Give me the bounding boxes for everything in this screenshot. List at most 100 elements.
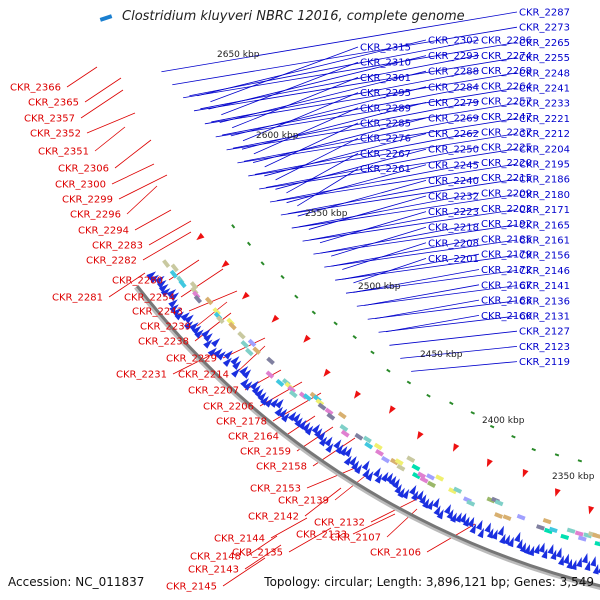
forward-gene-label[interactable]: CKR_2245 xyxy=(428,160,479,171)
forward-gene-label[interactable]: CKR_2163 xyxy=(481,296,532,307)
reverse-gene-label[interactable]: CKR_2283 xyxy=(92,241,143,252)
reverse-gene-label[interactable]: CKR_2306 xyxy=(58,164,109,175)
reverse-gene-label[interactable]: CKR_2143 xyxy=(188,565,239,576)
forward-gene-label[interactable]: CKR_2156 xyxy=(519,251,570,262)
forward-gene-label[interactable]: CKR_2215 xyxy=(481,173,532,184)
forward-gene-label[interactable]: CKR_2180 xyxy=(519,190,570,201)
forward-gene-label[interactable]: CKR_2250 xyxy=(428,145,479,156)
reverse-gene-label[interactable]: CKR_2132 xyxy=(314,518,365,529)
reverse-gene-label[interactable]: CKR_2145 xyxy=(166,582,217,593)
forward-gene-label[interactable]: CKR_2284 xyxy=(428,82,479,93)
forward-gene-label[interactable]: CKR_2286 xyxy=(481,36,532,47)
forward-gene-label[interactable]: CKR_2186 xyxy=(519,175,570,186)
forward-gene-label[interactable]: CKR_2241 xyxy=(519,84,570,95)
forward-gene-label[interactable]: CKR_2289 xyxy=(360,103,411,114)
reverse-gene-label[interactable]: CKR_2243 xyxy=(132,307,183,318)
reverse-gene-label[interactable]: CKR_2207 xyxy=(188,386,239,397)
forward-gene-label[interactable]: CKR_2195 xyxy=(519,160,570,171)
reverse-gene-label[interactable]: CKR_2142 xyxy=(248,512,299,523)
forward-gene-label[interactable]: CKR_2293 xyxy=(428,51,479,62)
reverse-gene-label[interactable]: CKR_2107 xyxy=(330,533,381,544)
forward-gene-label[interactable]: CKR_2146 xyxy=(519,266,570,277)
reverse-gene-label[interactable]: CKR_2153 xyxy=(250,484,301,495)
forward-gene-label[interactable]: CKR_2310 xyxy=(360,58,411,69)
forward-gene-label[interactable]: CKR_2185 xyxy=(481,234,532,245)
forward-gene-label[interactable]: CKR_2273 xyxy=(519,23,570,34)
reverse-gene-label[interactable]: CKR_2296 xyxy=(70,210,121,221)
forward-gene-label[interactable]: CKR_2209 xyxy=(481,189,532,200)
forward-gene-label[interactable]: CKR_2265 xyxy=(519,38,570,49)
forward-gene-label[interactable]: CKR_2264 xyxy=(481,81,532,92)
reverse-gene-label[interactable]: CKR_2282 xyxy=(86,256,137,267)
reverse-gene-label[interactable]: CKR_2357 xyxy=(24,114,75,125)
reverse-gene-label[interactable]: CKR_2300 xyxy=(55,180,106,191)
forward-gene-label[interactable]: CKR_2161 xyxy=(519,236,570,247)
forward-gene-label[interactable]: CKR_2233 xyxy=(519,99,570,110)
reverse-gene-label[interactable]: CKR_2351 xyxy=(38,147,89,158)
reverse-gene-label[interactable]: CKR_2144 xyxy=(214,534,265,545)
forward-gene-label[interactable]: CKR_2248 xyxy=(519,68,570,79)
reverse-gene-label[interactable]: CKR_2206 xyxy=(203,402,254,413)
reverse-gene-label[interactable]: CKR_2164 xyxy=(228,432,279,443)
reverse-gene-label[interactable]: CKR_2281 xyxy=(52,293,103,304)
forward-gene-label[interactable]: CKR_2179 xyxy=(481,250,532,261)
forward-gene-label[interactable]: CKR_2261 xyxy=(360,164,411,175)
forward-gene-label[interactable]: CKR_2212 xyxy=(519,129,570,140)
reverse-gene-label[interactable]: CKR_2238 xyxy=(138,337,189,348)
forward-gene-label[interactable]: CKR_2171 xyxy=(519,205,570,216)
reverse-gene-label[interactable]: CKR_2148 xyxy=(190,552,241,563)
forward-gene-label[interactable]: CKR_2268 xyxy=(481,66,532,77)
reverse-gene-label[interactable]: CKR_2294 xyxy=(78,226,129,237)
reverse-gene-label[interactable]: CKR_2133 xyxy=(296,530,347,541)
forward-gene-label[interactable]: CKR_2302 xyxy=(428,36,479,47)
forward-gene-label[interactable]: CKR_2203 xyxy=(481,204,532,215)
forward-gene-label[interactable]: CKR_2232 xyxy=(428,192,479,203)
forward-gene-label[interactable]: CKR_2208 xyxy=(428,238,479,249)
forward-gene-label[interactable]: CKR_2237 xyxy=(481,127,532,138)
forward-gene-label[interactable]: CKR_2262 xyxy=(428,129,479,140)
forward-gene-label[interactable]: CKR_2301 xyxy=(360,73,411,84)
forward-gene-label[interactable]: CKR_2131 xyxy=(519,312,570,323)
forward-gene-label[interactable]: CKR_2288 xyxy=(428,67,479,78)
reverse-gene-label[interactable]: CKR_2280 xyxy=(112,276,163,287)
reverse-gene-label[interactable]: CKR_2135 xyxy=(232,548,283,559)
forward-gene-label[interactable]: CKR_2223 xyxy=(428,207,479,218)
forward-gene-label[interactable]: CKR_2315 xyxy=(360,43,411,54)
forward-gene-label[interactable]: CKR_2136 xyxy=(519,296,570,307)
reverse-gene-label[interactable]: CKR_2159 xyxy=(240,447,291,458)
reverse-gene-label[interactable]: CKR_2366 xyxy=(10,83,61,94)
forward-gene-label[interactable]: CKR_2225 xyxy=(481,143,532,154)
forward-gene-label[interactable]: CKR_2204 xyxy=(519,144,570,155)
forward-gene-label[interactable]: CKR_2257 xyxy=(481,97,532,108)
reverse-gene-label[interactable]: CKR_2352 xyxy=(30,129,81,140)
forward-gene-label[interactable]: CKR_2167 xyxy=(481,280,532,291)
forward-gene-label[interactable]: CKR_2295 xyxy=(360,88,411,99)
reverse-gene-label[interactable]: CKR_2214 xyxy=(178,370,229,381)
forward-gene-label[interactable]: CKR_2141 xyxy=(519,281,570,292)
forward-gene-label[interactable]: CKR_2285 xyxy=(360,119,411,130)
forward-gene-label[interactable]: CKR_2267 xyxy=(360,149,411,160)
reverse-gene-label[interactable]: CKR_2139 xyxy=(278,496,329,507)
reverse-gene-label[interactable]: CKR_2231 xyxy=(116,370,167,381)
forward-gene-label[interactable]: CKR_2279 xyxy=(428,98,479,109)
forward-gene-label[interactable]: CKR_2276 xyxy=(360,134,411,145)
forward-gene-label[interactable]: CKR_2119 xyxy=(519,357,570,368)
forward-gene-label[interactable]: CKR_2255 xyxy=(519,53,570,64)
forward-gene-label[interactable]: CKR_2247 xyxy=(481,112,532,123)
forward-gene-label[interactable]: CKR_2123 xyxy=(519,342,570,353)
reverse-gene-label[interactable]: CKR_2299 xyxy=(62,195,113,206)
forward-gene-label[interactable]: CKR_2274 xyxy=(481,51,532,62)
forward-gene-label[interactable]: CKR_2269 xyxy=(428,114,479,125)
reverse-gene-label[interactable]: CKR_2254 xyxy=(124,293,175,304)
forward-gene-label[interactable]: CKR_2221 xyxy=(519,114,570,125)
forward-gene-label[interactable]: CKR_2201 xyxy=(428,254,479,265)
forward-gene-label[interactable]: CKR_2172 xyxy=(481,265,532,276)
forward-gene-label[interactable]: CKR_2240 xyxy=(428,176,479,187)
forward-gene-label[interactable]: CKR_2160 xyxy=(481,311,532,322)
reverse-gene-label[interactable]: CKR_2239 xyxy=(140,322,191,333)
forward-gene-label[interactable]: CKR_2165 xyxy=(519,220,570,231)
forward-gene-label[interactable]: CKR_2192 xyxy=(481,219,532,230)
forward-gene-label[interactable]: CKR_2127 xyxy=(519,327,570,338)
forward-gene-label[interactable]: CKR_2287 xyxy=(519,8,570,19)
reverse-gene-label[interactable]: CKR_2158 xyxy=(256,462,307,473)
